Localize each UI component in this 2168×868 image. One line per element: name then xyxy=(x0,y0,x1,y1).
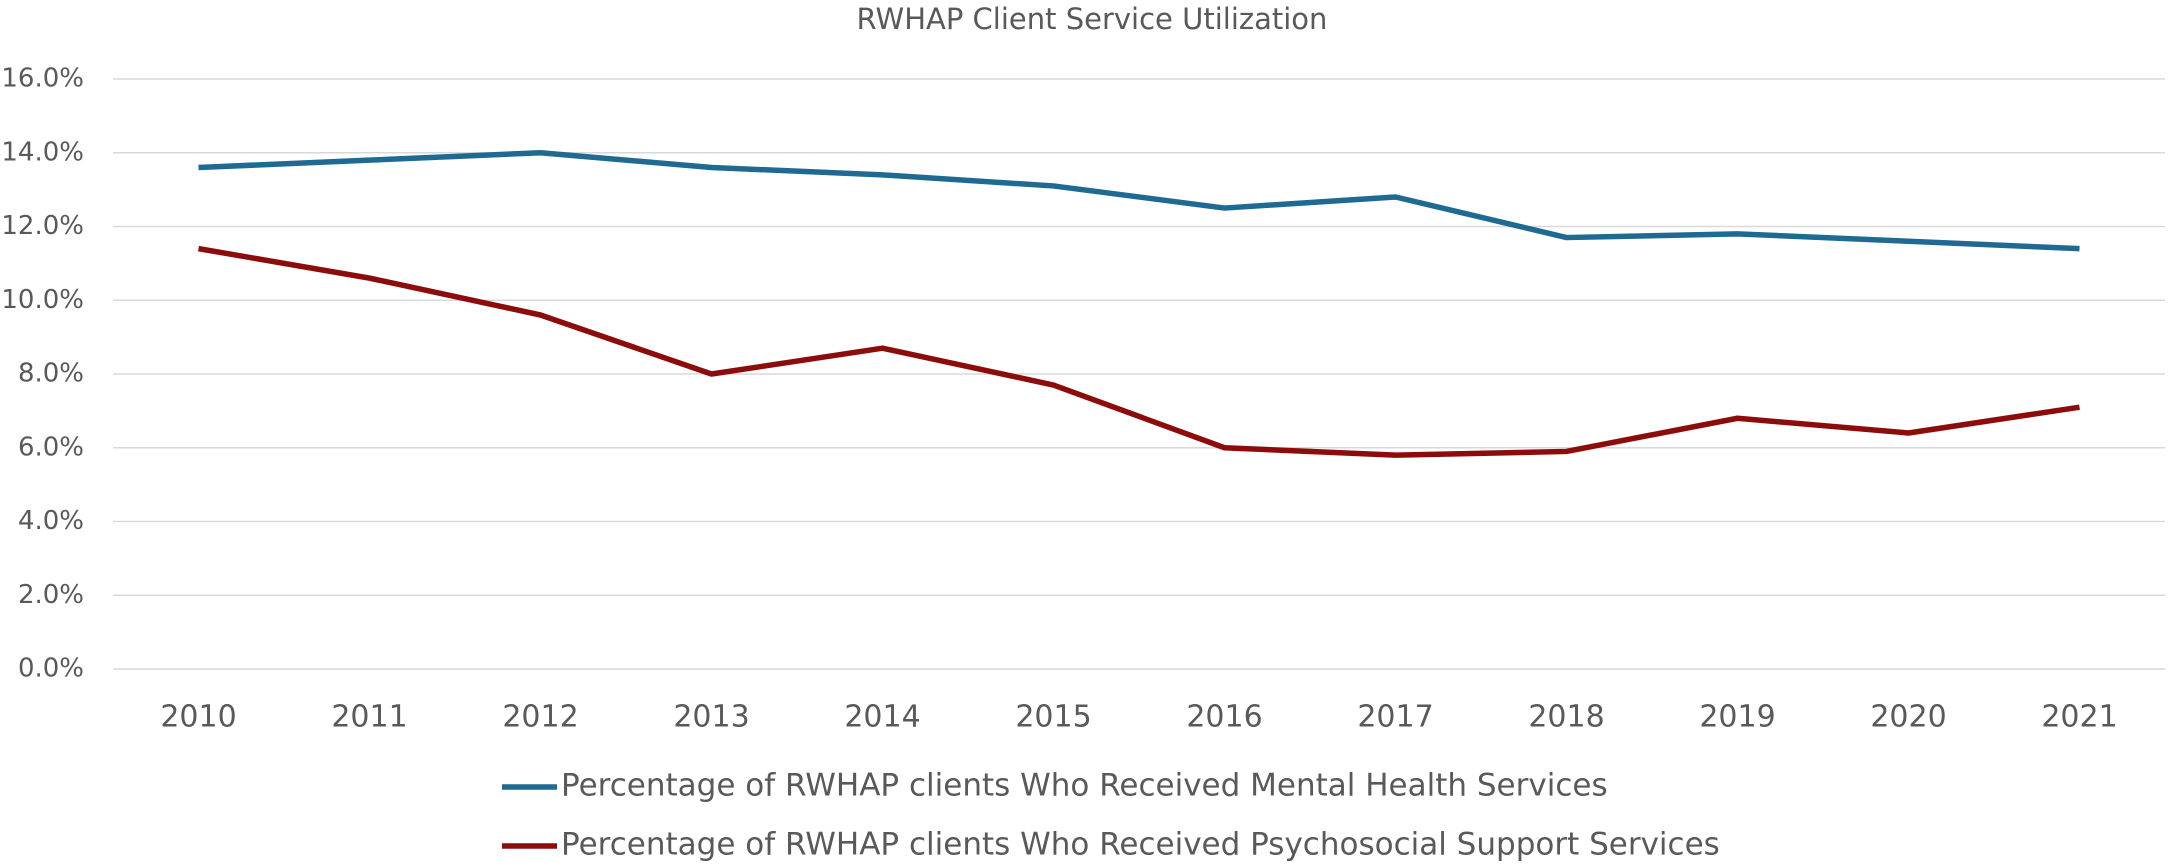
y-tick-label: 4.0% xyxy=(18,506,84,536)
y-tick-label: 8.0% xyxy=(18,359,84,389)
x-tick-label: 2014 xyxy=(844,700,920,735)
x-tick-label: 2013 xyxy=(673,700,749,735)
y-tick-label: 16.0% xyxy=(1,64,84,94)
x-tick-label: 2010 xyxy=(160,700,236,735)
y-tick-label: 14.0% xyxy=(1,137,84,167)
x-tick-label: 2016 xyxy=(1186,700,1262,735)
x-tick-label: 2020 xyxy=(1870,700,1946,735)
x-tick-label: 2018 xyxy=(1528,700,1604,735)
chart-title: RWHAP Client Service Utilization xyxy=(857,2,1328,36)
x-tick-label: 2019 xyxy=(1699,700,1775,735)
x-tick-label: 2015 xyxy=(1015,700,1091,735)
legend-label: Percentage of RWHAP clients Who Received… xyxy=(561,827,1720,863)
y-tick-label: 6.0% xyxy=(18,432,84,462)
data-line xyxy=(198,150,2080,252)
y-tick-label: 2.0% xyxy=(18,580,84,610)
data-line xyxy=(198,245,2080,458)
x-tick-label: 2021 xyxy=(2041,700,2117,735)
y-tick-label: 12.0% xyxy=(1,211,84,241)
legend-label: Percentage of RWHAP clients Who Received… xyxy=(561,768,1608,804)
x-tick-label: 2012 xyxy=(502,700,578,735)
y-tick-label: 10.0% xyxy=(1,285,84,315)
x-tick-label: 2011 xyxy=(331,700,407,735)
x-tick-label: 2017 xyxy=(1357,700,1433,735)
y-tick-label: 0.0% xyxy=(18,654,84,684)
